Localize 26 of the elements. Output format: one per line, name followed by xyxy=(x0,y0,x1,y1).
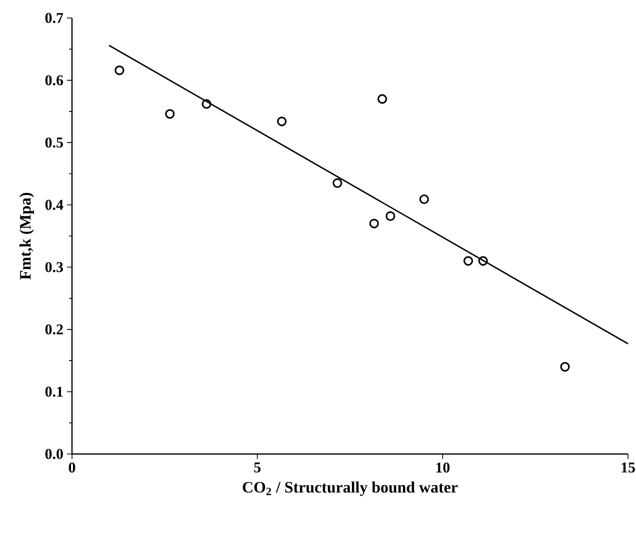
x-tick-label: 0 xyxy=(68,462,76,473)
y-tick-label: 0.5 xyxy=(45,138,63,148)
point xyxy=(369,218,379,228)
y-tick-label: 0.2 xyxy=(45,324,63,335)
point xyxy=(114,66,124,76)
point xyxy=(560,362,570,372)
y-tick-label: 0.6 xyxy=(45,75,64,86)
point xyxy=(478,256,488,266)
point xyxy=(332,178,342,188)
y-tick-label: 0.0 xyxy=(45,448,63,460)
y-axis-title: Fmt,k (Mpa) xyxy=(20,192,34,280)
y-tick-label: 0.4 xyxy=(45,200,64,210)
y-tick-label: 0.1 xyxy=(45,386,63,397)
point xyxy=(463,256,474,266)
x-tick-label: 5 xyxy=(254,462,261,472)
x-tick-label: 15 xyxy=(622,462,635,473)
point xyxy=(277,116,287,126)
y-tick-label: 0.3 xyxy=(45,262,63,272)
point xyxy=(419,194,429,204)
x-axis-title: CO$_{2}$ / Structurally bound water xyxy=(242,481,458,496)
x-tick-label: 10 xyxy=(436,462,450,473)
point xyxy=(202,99,212,109)
point xyxy=(377,94,388,104)
y-tick-label: 0.7 xyxy=(45,12,64,24)
point xyxy=(386,211,396,221)
point xyxy=(165,109,175,119)
